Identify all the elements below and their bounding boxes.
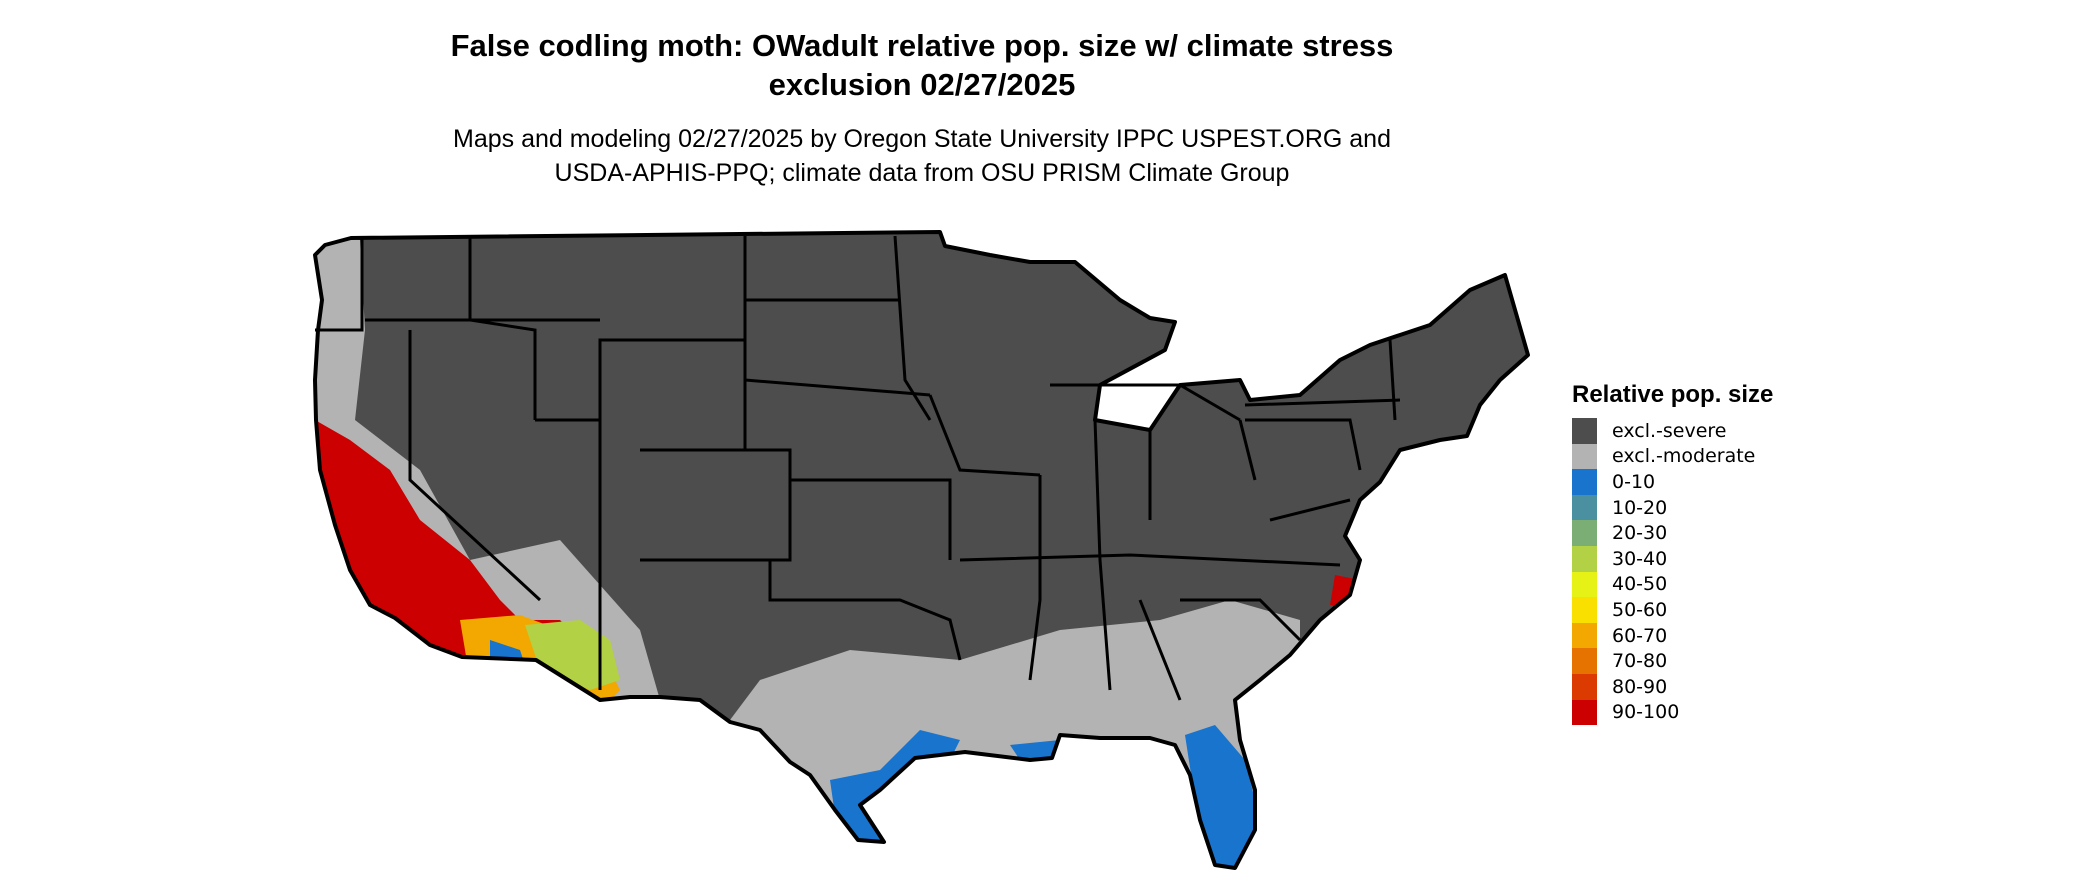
legend-item: 30-40: [1572, 545, 1773, 572]
legend-swatch: [1572, 571, 1597, 598]
legend-swatch: [1572, 673, 1597, 700]
title-line-1: False codling moth: OWadult relative pop…: [450, 28, 1394, 63]
legend-swatch: [1572, 622, 1597, 649]
title-line-2: exclusion 02/27/2025: [768, 67, 1076, 102]
legend-label: 90-100: [1612, 701, 1680, 724]
legend-label: 10-20: [1612, 496, 1668, 519]
legend-label: 50-60: [1612, 598, 1668, 621]
legend-swatch: [1572, 545, 1597, 572]
subtitle-line-2: USDA-APHIS-PPQ; climate data from OSU PR…: [554, 159, 1290, 187]
map-subtitle: Maps and modeling 02/27/2025 by Oregon S…: [0, 122, 1844, 190]
legend-label: 60-70: [1612, 624, 1668, 647]
region-florida-blue: [1185, 725, 1260, 868]
legend-label: 20-30: [1612, 522, 1668, 545]
legend-item: 70-80: [1572, 648, 1773, 674]
legend-label: 0-10: [1612, 470, 1656, 493]
legend-item: 90-100: [1572, 699, 1773, 726]
legend-swatch: [1572, 597, 1597, 623]
legend-label: 30-40: [1612, 547, 1668, 570]
legend-label: 40-50: [1612, 573, 1668, 596]
legend: Relative pop. size excl.-severe excl.-mod…: [1572, 380, 1774, 726]
legend-item: excl.-severe: [1572, 418, 1773, 444]
legend-item: 0-10: [1572, 469, 1773, 495]
legend-item: 10-20: [1572, 494, 1773, 521]
legend-item: excl.-moderate: [1572, 443, 1773, 470]
subtitle-line-1: Maps and modeling 02/27/2025 by Oregon S…: [453, 125, 1391, 153]
risk-overlay: [315, 232, 1360, 868]
legend-label: 80-90: [1612, 675, 1668, 698]
legend-item: 20-30: [1572, 520, 1773, 546]
legend-item: 50-60: [1572, 597, 1773, 623]
us-outline-fill: [315, 232, 1528, 868]
legend-label: excl.-severe: [1612, 419, 1727, 442]
state-borders: [315, 235, 1401, 701]
legend-item: 40-50: [1572, 571, 1773, 598]
legend-swatch: [1572, 699, 1597, 726]
legend-item: 80-90: [1572, 673, 1773, 700]
map-title: False codling moth: OWadult relative pop…: [0, 26, 1844, 104]
legend-swatch: [1572, 520, 1597, 546]
legend-swatch: [1572, 443, 1597, 470]
legend-swatch: [1572, 418, 1597, 444]
legend-swatch: [1572, 494, 1597, 521]
legend-swatch: [1572, 469, 1597, 495]
legend-swatch: [1572, 648, 1597, 674]
legend-title: Relative pop. size: [1572, 381, 1774, 408]
legend-item: 60-70: [1572, 622, 1773, 649]
us-outline: [313, 230, 1530, 870]
legend-label: excl.-moderate: [1612, 445, 1756, 468]
legend-label: 70-80: [1612, 650, 1668, 673]
